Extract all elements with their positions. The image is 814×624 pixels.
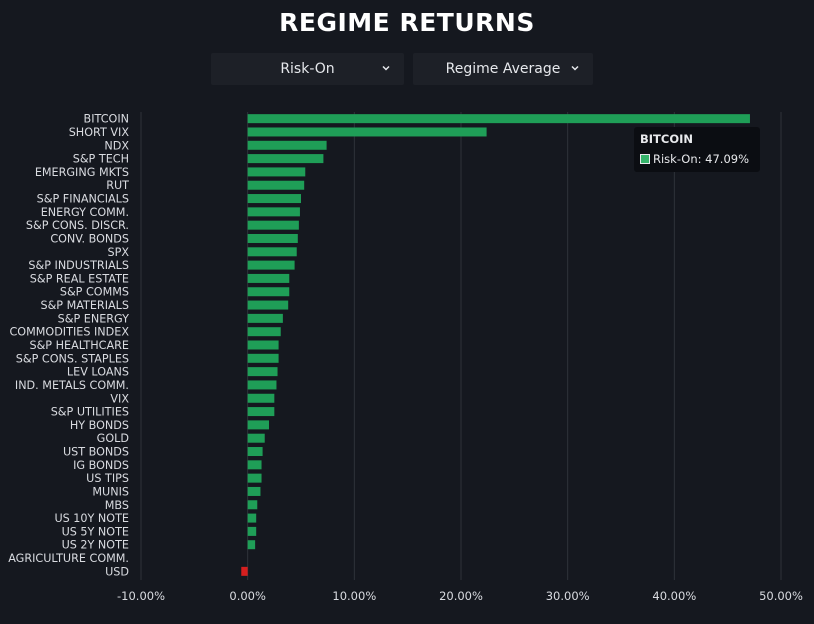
category-label: S&P COMMS: [60, 286, 129, 299]
bar[interactable]: [247, 233, 298, 243]
category-label: VIX: [110, 392, 129, 405]
page-title: REGIME RETURNS: [279, 8, 535, 37]
regime-select[interactable]: Risk-On: [211, 53, 404, 85]
tooltip-title: BITCOIN: [640, 132, 694, 146]
tooltip-series-value: Risk-On: 47.09%: [653, 152, 750, 166]
bar[interactable]: [247, 127, 487, 137]
bar[interactable]: [247, 353, 279, 363]
category-label: COMMODITIES INDEX: [9, 326, 129, 339]
category-label: USD: [105, 565, 129, 578]
regime-select-value: Risk-On: [280, 61, 335, 77]
category-label: US 5Y NOTE: [62, 525, 129, 538]
bar[interactable]: [247, 273, 290, 283]
bar[interactable]: [247, 180, 305, 190]
category-label: GOLD: [97, 432, 129, 445]
category-label: S&P CONS. DISCR.: [26, 219, 129, 232]
bar[interactable]: [241, 566, 248, 576]
grid-lines: [140, 112, 782, 580]
bar[interactable]: [247, 140, 327, 150]
category-label: S&P MATERIALS: [40, 299, 129, 312]
category-label: CONV. BONDS: [50, 232, 129, 245]
bar[interactable]: [247, 313, 283, 323]
category-label: S&P FINANCIALS: [37, 193, 129, 206]
category-label: US TIPS: [86, 472, 129, 485]
category-label: HY BONDS: [70, 419, 129, 432]
category-label: LEV LOANS: [67, 366, 129, 379]
bar[interactable]: [247, 287, 290, 297]
bar[interactable]: [247, 540, 256, 550]
x-tick-label: 10.00%: [332, 589, 376, 603]
category-label: S&P TECH: [73, 153, 129, 166]
x-tick-label: 40.00%: [652, 589, 696, 603]
bar[interactable]: [247, 247, 297, 257]
bar[interactable]: [247, 194, 301, 204]
category-label: UST BONDS: [63, 446, 129, 459]
category-label: S&P INDUSTRIALS: [28, 259, 129, 272]
category-label: AGRICULTURE COMM.: [8, 552, 129, 565]
category-label: US 2Y NOTE: [62, 539, 129, 552]
category-label: SPX: [107, 246, 129, 259]
category-label: BITCOIN: [84, 113, 129, 126]
x-tick-label: -10.00%: [117, 589, 165, 603]
category-label: S&P ENERGY: [58, 312, 130, 325]
bar[interactable]: [247, 447, 263, 457]
bar[interactable]: [247, 260, 295, 270]
category-label: RUT: [106, 179, 129, 192]
bar[interactable]: [247, 340, 279, 350]
bar[interactable]: [247, 433, 265, 443]
bar[interactable]: [247, 300, 289, 310]
bar[interactable]: [247, 207, 300, 217]
category-label: SHORT VIX: [69, 126, 130, 139]
tooltip-series-swatch: [640, 154, 650, 164]
category-label: NDX: [104, 139, 129, 152]
chart-tooltip: BITCOIN Risk-On: 47.09%: [634, 127, 760, 172]
category-label: MBS: [105, 499, 129, 512]
bar[interactable]: [247, 367, 278, 377]
metric-select[interactable]: Regime Average: [413, 53, 593, 85]
category-label: S&P UTILITIES: [51, 406, 129, 419]
bars: [241, 114, 750, 576]
bar[interactable]: [247, 526, 257, 536]
bar[interactable]: [247, 154, 324, 164]
bar[interactable]: [247, 114, 750, 124]
category-label: S&P HEALTHCARE: [29, 339, 129, 352]
chevron-down-icon: [571, 65, 579, 71]
bar[interactable]: [247, 486, 261, 496]
bar[interactable]: [247, 220, 299, 230]
metric-select-value: Regime Average: [445, 61, 561, 77]
bar[interactable]: [247, 420, 269, 430]
chevron-down-icon: [382, 65, 390, 71]
x-tick-label: 50.00%: [759, 589, 803, 603]
bar[interactable]: [247, 473, 262, 483]
bar[interactable]: [247, 500, 258, 510]
bar[interactable]: [247, 167, 306, 177]
x-tick-label: 30.00%: [546, 589, 590, 603]
bar[interactable]: [247, 407, 275, 417]
x-axis-tick-labels: -10.00% 0.00% 10.00% 20.00% 30.00% 40.00% 50.0…: [117, 589, 803, 603]
category-label: MUNIS: [92, 485, 129, 498]
bar[interactable]: [247, 513, 257, 523]
bar[interactable]: [247, 327, 281, 337]
category-label: S&P REAL ESTATE: [30, 272, 129, 285]
category-label: EMERGING MKTS: [35, 166, 129, 179]
x-tick-label: 0.00%: [229, 589, 266, 603]
x-tick-label: 20.00%: [439, 589, 483, 603]
category-label: S&P CONS. STAPLES: [16, 352, 129, 365]
category-label: IG BONDS: [73, 459, 129, 472]
bar[interactable]: [247, 460, 262, 470]
category-label: IND. METALS COMM.: [15, 379, 129, 392]
category-label: ENERGY COMM.: [41, 206, 129, 219]
bar[interactable]: [247, 380, 277, 390]
category-label: US 10Y NOTE: [54, 512, 129, 525]
bar[interactable]: [247, 393, 275, 403]
